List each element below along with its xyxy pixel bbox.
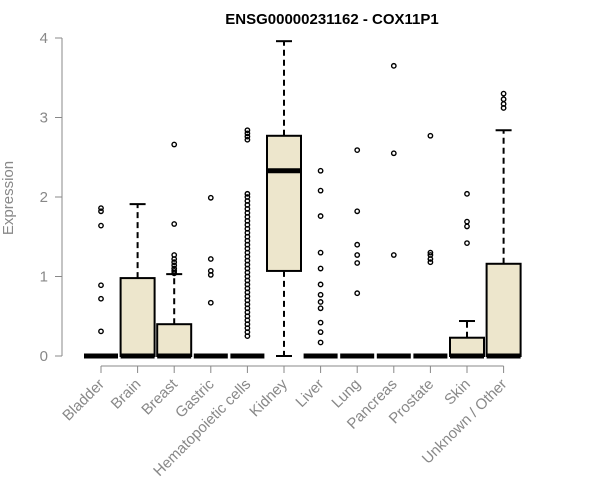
y-tick-label: 0 [40,348,48,365]
x-tick-label: Skin [441,376,474,409]
outlier-point [98,208,104,215]
outlier-point [244,127,251,134]
outlier-point [354,252,361,258]
x-tick-label: Bladder [59,376,108,425]
outlier-point [171,259,178,266]
outlier-point [464,240,470,247]
outlier-point [317,329,324,336]
outlier-point [317,213,324,219]
outlier-point [317,305,324,312]
outlier-point [171,262,178,269]
outlier-point [464,223,470,230]
outlier-point [464,190,470,197]
y-axis-label: Expression [0,161,17,235]
y-tick-label: 1 [40,269,48,286]
outlier-point [464,218,470,225]
outlier-point [317,249,324,256]
outlier-point [390,150,397,157]
box-body [485,262,522,357]
outlier-point [207,299,214,306]
box-body [449,336,485,357]
box-body [266,134,302,272]
outlier-point [427,252,434,258]
outlier-point [500,101,507,107]
outlier-point [98,282,104,289]
outlier-point [207,268,214,274]
outlier-point [171,221,178,227]
outlier-point [98,328,104,335]
outlier-point [317,187,324,194]
outlier-point [171,265,178,272]
outlier-point [317,281,324,288]
outlier-point [244,194,251,200]
outlier-point [317,299,324,305]
box-body [119,277,156,357]
outlier-point [390,62,397,69]
outlier-point [317,339,324,346]
outlier-point [427,249,434,256]
outlier-point [98,205,104,212]
box-body [156,323,193,358]
outlier-point [317,167,324,174]
y-tick-label: 3 [40,110,48,127]
y-tick-label: 4 [40,30,48,47]
outlier-point [98,295,104,302]
outlier-point [244,190,251,197]
outlier-point [427,259,434,266]
outlier-point [354,290,361,297]
outlier-point [390,252,397,258]
outlier-point [244,133,251,140]
outlier-point [244,130,251,137]
outlier-point [354,241,361,248]
outlier-point [244,136,251,143]
chart-title: ENSG00000231162 - COX11P1 [225,11,439,28]
outlier-point [207,194,214,201]
outlier-point [171,141,178,148]
outlier-point [500,96,507,103]
plot-area [84,40,522,359]
outlier-point [317,291,324,298]
outlier-point [171,268,178,274]
y-tick-label: 2 [40,189,48,206]
outlier-point [98,222,104,229]
outlier-point [354,260,361,266]
outlier-point [317,265,324,272]
x-tick-label: Liver [292,376,327,411]
outlier-point [171,252,178,258]
outlier-point [317,319,324,326]
outlier-point [354,208,361,215]
x-tick-label: Kidney [246,375,291,420]
outlier-point [207,256,214,262]
outlier-point [427,132,434,139]
outlier-point [354,147,361,153]
outlier-point [500,90,507,97]
